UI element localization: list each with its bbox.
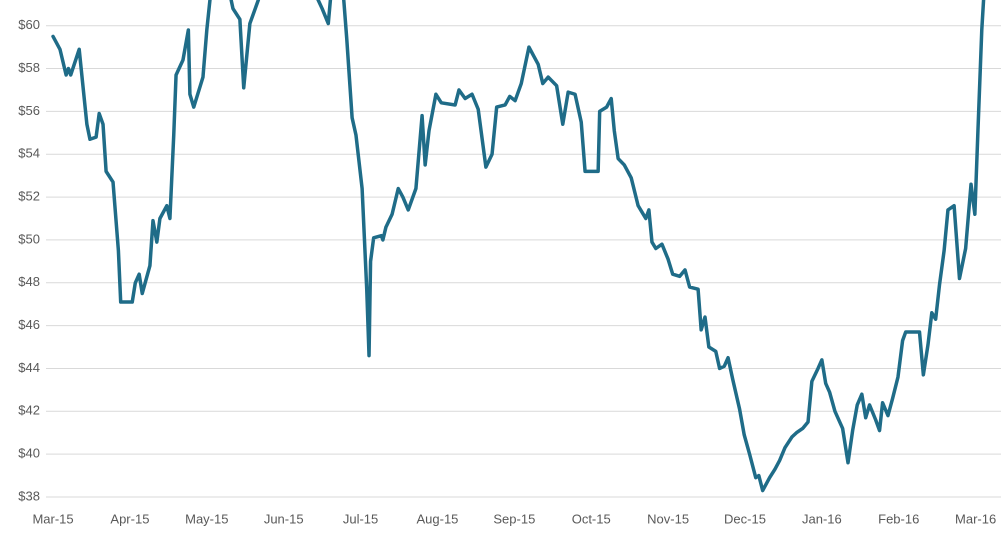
y-tick-label: $58 [18, 60, 40, 75]
x-tick-label: Feb-16 [878, 511, 919, 526]
y-tick-label: $44 [18, 360, 40, 375]
x-tick-label: Nov-15 [647, 511, 689, 526]
x-tick-label: Aug-15 [416, 511, 458, 526]
x-tick-label: Oct-15 [572, 511, 611, 526]
y-tick-label: $38 [18, 488, 40, 503]
x-tick-label: Sep-15 [493, 511, 535, 526]
y-tick-label: $60 [18, 17, 40, 32]
x-tick-label: Apr-15 [110, 511, 149, 526]
y-tick-label: $40 [18, 446, 40, 461]
x-tick-label: Jan-16 [802, 511, 842, 526]
x-tick-label: May-15 [185, 511, 228, 526]
y-tick-label: $46 [18, 317, 40, 332]
y-tick-label: $52 [18, 189, 40, 204]
x-tick-label: Mar-16 [955, 511, 996, 526]
y-tick-label: $54 [18, 146, 40, 161]
y-tick-label: $48 [18, 274, 40, 289]
x-tick-label: Mar-15 [32, 511, 73, 526]
x-tick-label: Dec-15 [724, 511, 766, 526]
x-tick-label: Jun-15 [264, 511, 304, 526]
x-tick-label: Jul-15 [343, 511, 378, 526]
y-tick-label: $56 [18, 103, 40, 118]
y-tick-label: $42 [18, 403, 40, 418]
plot-area [51, 0, 986, 493]
price-line [51, 0, 986, 493]
y-tick-label: $50 [18, 231, 40, 246]
